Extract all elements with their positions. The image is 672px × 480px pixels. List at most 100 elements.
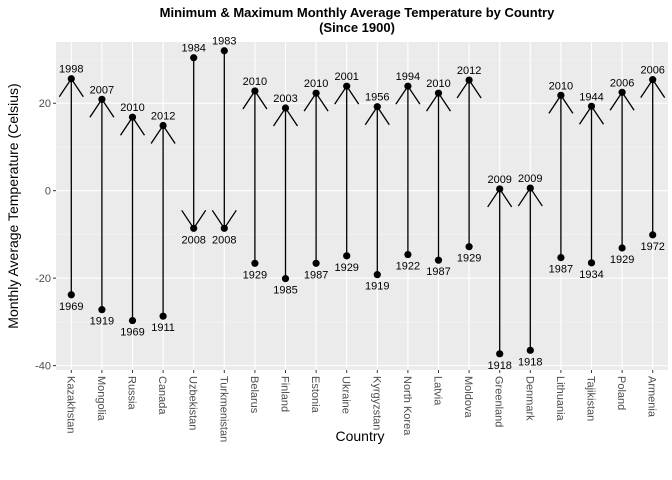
start-year-label: 1987	[549, 264, 573, 276]
x-tick-label: Finland	[279, 376, 291, 412]
start-point	[128, 316, 137, 325]
x-tick-label: Tajikistan	[585, 376, 597, 421]
end-point	[526, 184, 534, 192]
end-point	[587, 102, 596, 110]
start-year-label: 1969	[120, 327, 144, 339]
end-year-label: 2006	[640, 65, 664, 77]
y-tick-label: -40	[35, 361, 51, 373]
start-year-label: 1969	[59, 301, 83, 313]
end-point	[465, 76, 473, 84]
start-point	[649, 231, 657, 239]
x-tick-label: Uzbekistan	[187, 376, 199, 430]
start-point	[526, 346, 534, 354]
start-year-label: 1929	[610, 254, 634, 266]
end-year-label: 2007	[90, 84, 114, 96]
end-year-label: 2003	[273, 93, 297, 105]
x-tick-label: Belarus	[248, 376, 260, 414]
end-year-label: 2010	[549, 80, 573, 92]
end-point	[343, 82, 351, 90]
end-point	[618, 88, 626, 96]
x-tick-label: Kyrgyzstan	[370, 376, 382, 430]
start-year-label: 1929	[334, 262, 358, 274]
x-tick-label: Canada	[156, 376, 168, 415]
start-point	[404, 250, 412, 259]
start-year-label: 1918	[487, 360, 511, 372]
end-point	[404, 82, 412, 90]
end-point	[128, 113, 137, 121]
end-year-label: 2008	[212, 234, 236, 246]
end-point	[373, 103, 381, 111]
end-year-label: 1998	[59, 64, 83, 76]
end-point	[496, 185, 504, 193]
start-point	[557, 254, 565, 262]
y-tick-label: -20	[35, 273, 51, 285]
start-point	[373, 271, 381, 279]
start-point	[343, 252, 351, 260]
x-tick-label: Turkmenistan	[217, 376, 229, 442]
end-point	[67, 75, 75, 83]
start-point	[159, 312, 167, 320]
x-tick-label: North Korea	[401, 376, 413, 436]
start-point	[496, 350, 504, 358]
start-year-label: 1984	[181, 43, 205, 55]
end-point	[649, 76, 657, 84]
start-year-label: 1922	[396, 261, 420, 273]
end-year-label: 1944	[579, 91, 603, 103]
end-year-label: 2012	[457, 65, 481, 77]
end-point	[98, 95, 106, 103]
y-tick-label: 20	[39, 98, 51, 110]
end-point	[312, 89, 320, 97]
end-point	[281, 104, 290, 112]
x-tick-label: Russia	[126, 376, 138, 411]
start-year-label: 1983	[212, 36, 236, 48]
start-point	[587, 259, 596, 267]
x-tick-label: Latvia	[432, 376, 444, 406]
x-tick-label: Poland	[615, 376, 627, 410]
axis-layer: -40 -20 0 20 Kazakhstan Mongolia Russia Canada U…	[35, 98, 658, 442]
end-year-label: 2012	[151, 111, 175, 123]
end-point	[159, 121, 167, 130]
y-axis-title: Monthly Average Temperature (Celsius)	[5, 83, 21, 328]
x-tick-label: Estonia	[309, 376, 321, 414]
start-year-label: 1918	[518, 356, 542, 368]
start-year-label: 1929	[457, 253, 481, 265]
start-year-label: 1972	[640, 241, 664, 253]
end-point	[190, 224, 198, 232]
start-point	[434, 256, 443, 264]
start-year-label: 1919	[365, 281, 389, 293]
start-point	[251, 259, 259, 267]
start-year-label: 1987	[426, 266, 450, 278]
end-year-label: 2010	[120, 102, 144, 114]
start-year-label: 1919	[90, 316, 114, 328]
start-year-label: 1929	[243, 269, 267, 281]
start-year-label: 1934	[579, 269, 603, 281]
start-year-label: 1987	[304, 269, 328, 281]
start-point	[312, 259, 320, 267]
x-tick-label: Ukraine	[340, 376, 352, 414]
end-point	[251, 87, 259, 95]
start-year-label: 1985	[273, 285, 297, 297]
end-year-label: 2008	[181, 234, 205, 246]
x-tick-label: Lithuania	[554, 376, 566, 422]
end-year-label: 2006	[610, 77, 634, 89]
end-year-label: 2010	[426, 78, 450, 90]
x-tick-label: Armenia	[646, 376, 658, 418]
plot-panel	[56, 42, 668, 370]
start-point	[220, 47, 228, 55]
start-point	[618, 244, 626, 252]
start-point	[465, 243, 473, 251]
end-point	[434, 89, 443, 97]
x-tick-label: Denmark	[523, 376, 535, 421]
x-tick-label: Mongolia	[95, 376, 107, 422]
x-tick-label: Moldova	[462, 376, 474, 418]
end-year-label: 2009	[487, 174, 511, 186]
chart-title: Minimum & Maximum Monthly Average Temper…	[160, 5, 555, 20]
end-year-label: 2001	[334, 71, 358, 83]
start-point	[67, 291, 75, 299]
start-point	[190, 54, 198, 62]
end-year-label: 1994	[396, 71, 420, 83]
x-tick-label: Kazakhstan	[64, 376, 76, 433]
end-point	[220, 224, 228, 232]
chart-subtitle: (Since 1900)	[319, 20, 395, 35]
